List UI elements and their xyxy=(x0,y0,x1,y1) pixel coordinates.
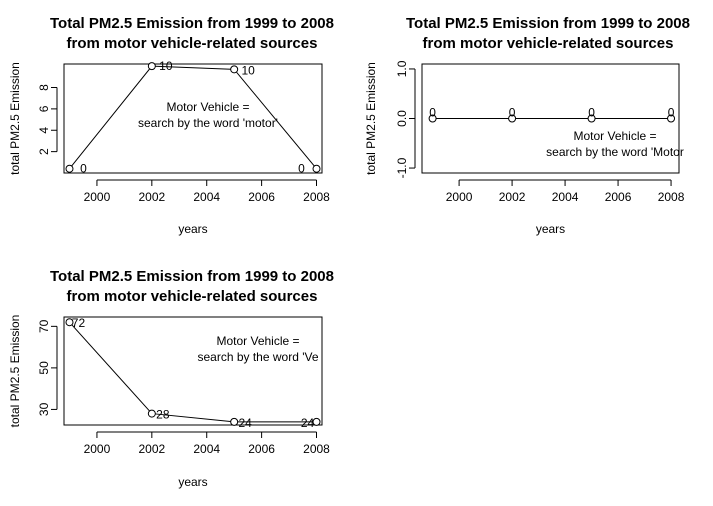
annotation-line-2: search by the word 'Motor xyxy=(546,145,684,159)
data-label: 0 xyxy=(298,162,305,176)
data-label: 24 xyxy=(238,416,252,430)
y-tick-label: 4 xyxy=(37,127,51,134)
x-tick-label: 2000 xyxy=(84,190,111,204)
data-label: 72 xyxy=(72,316,86,330)
data-label: 0 xyxy=(588,106,595,120)
x-axis: 2000 2002 2004 2006 2008 xyxy=(84,179,330,204)
x-tick-label: 2000 xyxy=(446,190,473,204)
x-tick-label: 2006 xyxy=(248,442,275,456)
chart-title-line-2: from motor vehicle-related sources xyxy=(67,35,318,52)
data-point xyxy=(508,114,517,123)
y-tick-label: 0.0 xyxy=(395,110,409,127)
y-axis: 30 50 70 xyxy=(37,319,58,416)
data-point xyxy=(230,65,239,74)
data-point xyxy=(428,114,437,123)
data-label: 0 xyxy=(80,162,87,176)
annotation-line-1: Motor Vehicle = xyxy=(166,100,249,114)
plot-frame xyxy=(63,316,323,426)
chart-title-line-2: from motor vehicle-related sources xyxy=(423,35,674,52)
plot-frame xyxy=(63,63,323,174)
data-point xyxy=(667,114,676,123)
x-tick-label: 2004 xyxy=(193,190,220,204)
annotation-line-2: search by the word 'Ve xyxy=(197,350,318,364)
y-tick-label: 1.0 xyxy=(395,60,409,77)
x-axis-label: years xyxy=(536,222,565,236)
data-label: 0 xyxy=(509,106,516,120)
data-label: 0 xyxy=(429,106,436,120)
x-axis-label: years xyxy=(178,222,207,236)
x-tick-label: 2002 xyxy=(138,442,165,456)
x-tick-label: 2000 xyxy=(84,442,111,456)
series-line xyxy=(69,65,317,170)
y-tick-label: 50 xyxy=(37,361,51,375)
data-point xyxy=(587,114,596,123)
data-label: 28 xyxy=(156,408,170,422)
y-axis-label: total PM2.5 Emission xyxy=(8,315,22,428)
data-point xyxy=(312,417,321,426)
data-point xyxy=(312,164,321,173)
x-tick-label: 2006 xyxy=(248,190,275,204)
y-axis: 2 4 6 8 xyxy=(37,84,58,155)
y-axis-label: total PM2.5 Emission xyxy=(8,62,22,175)
annotation-line-1: Motor Vehicle = xyxy=(216,334,299,348)
chart-title-line-1: Total PM2.5 Emission from 1999 to 2008 xyxy=(50,268,334,285)
y-tick-label: 30 xyxy=(37,402,51,416)
plot-frame xyxy=(421,63,680,174)
chart-panel-3: Total PM2.5 Emission from 1999 to 2008 fr… xyxy=(8,268,334,489)
data-point xyxy=(65,164,74,173)
series-line xyxy=(69,321,317,423)
x-tick-label: 2008 xyxy=(658,190,685,204)
y-tick-label: 2 xyxy=(37,148,51,155)
x-tick-label: 2008 xyxy=(303,442,330,456)
chart-title-line-1: Total PM2.5 Emission from 1999 to 2008 xyxy=(406,15,690,32)
x-axis: 2000 2002 2004 2006 2008 xyxy=(84,431,330,456)
chart-title-line-1: Total PM2.5 Emission from 1999 to 2008 xyxy=(50,15,334,32)
chart-title-line-2: from motor vehicle-related sources xyxy=(67,288,318,305)
data-label: 10 xyxy=(159,59,173,73)
data-point xyxy=(147,409,156,418)
annotation-line-2: search by the word 'motor' xyxy=(138,116,278,130)
data-label: 10 xyxy=(241,63,255,77)
chart-panel-2: Total PM2.5 Emission from 1999 to 2008 fr… xyxy=(364,15,690,236)
data-label: 24 xyxy=(301,416,315,430)
x-axis: 2000 2002 2004 2006 2008 xyxy=(446,179,685,204)
y-tick-label: 8 xyxy=(37,84,51,91)
x-tick-label: 2004 xyxy=(552,190,579,204)
y-axis-label: total PM2.5 Emission xyxy=(364,62,378,175)
data-point xyxy=(147,62,156,71)
data-point xyxy=(65,318,74,327)
y-tick-label: -1.0 xyxy=(395,157,409,178)
data-point xyxy=(230,417,239,426)
data-label: 0 xyxy=(668,106,675,120)
chart-panel-1: Total PM2.5 Emission from 1999 to 2008 fr… xyxy=(8,15,334,236)
y-tick-label: 6 xyxy=(37,105,51,112)
y-axis: -1.0 0.0 1.0 xyxy=(395,60,416,178)
x-tick-label: 2002 xyxy=(138,190,165,204)
x-axis-label: years xyxy=(178,475,207,489)
x-tick-label: 2002 xyxy=(499,190,526,204)
x-tick-label: 2008 xyxy=(303,190,330,204)
x-tick-label: 2006 xyxy=(605,190,632,204)
x-tick-label: 2004 xyxy=(193,442,220,456)
annotation-line-1: Motor Vehicle = xyxy=(573,129,656,143)
y-tick-label: 70 xyxy=(37,319,51,333)
